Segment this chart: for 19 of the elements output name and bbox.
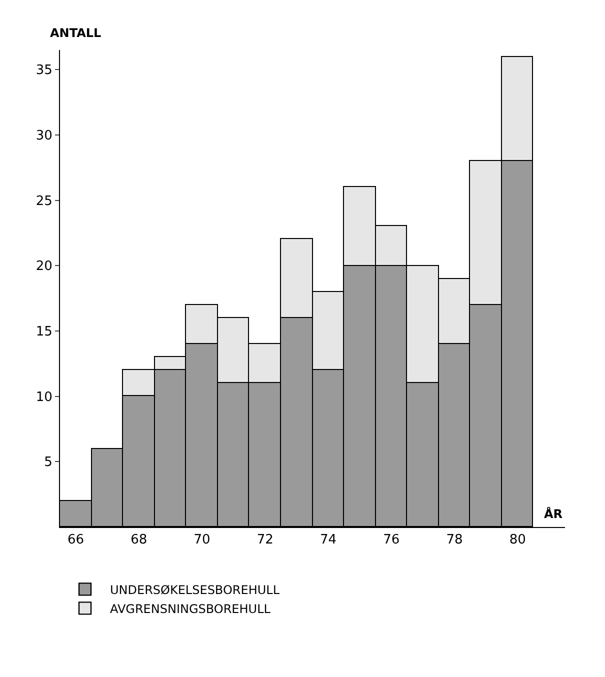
y-tick-label: 20 (36, 259, 52, 274)
x-axis-title: ÅR (544, 506, 563, 521)
x-tick-label: 78 (446, 532, 463, 548)
legend-label: UNDERSØKELSESBOREHULL (110, 582, 280, 597)
y-tick-label: 15 (36, 324, 52, 340)
y-tick-label: 30 (36, 128, 52, 144)
x-tick-label: 68 (130, 532, 148, 548)
y-tick-label: 25 (36, 194, 52, 209)
y-tick-label: 35 (36, 63, 52, 78)
x-tick-label: 72 (256, 532, 274, 548)
y-axis-title: ANTALL (50, 26, 102, 40)
y-tick-label: 10 (36, 390, 52, 405)
legend-label: AVGRENSNINGSBOREHULL (110, 602, 271, 616)
x-tick-label: 70 (194, 532, 210, 548)
x-tick-label: 74 (320, 532, 337, 548)
x-tick-label: 66 (68, 532, 84, 548)
x-tick-label: 76 (383, 532, 400, 548)
x-tick-label: 80 (509, 532, 526, 548)
y-tick-label: 5 (44, 455, 52, 470)
